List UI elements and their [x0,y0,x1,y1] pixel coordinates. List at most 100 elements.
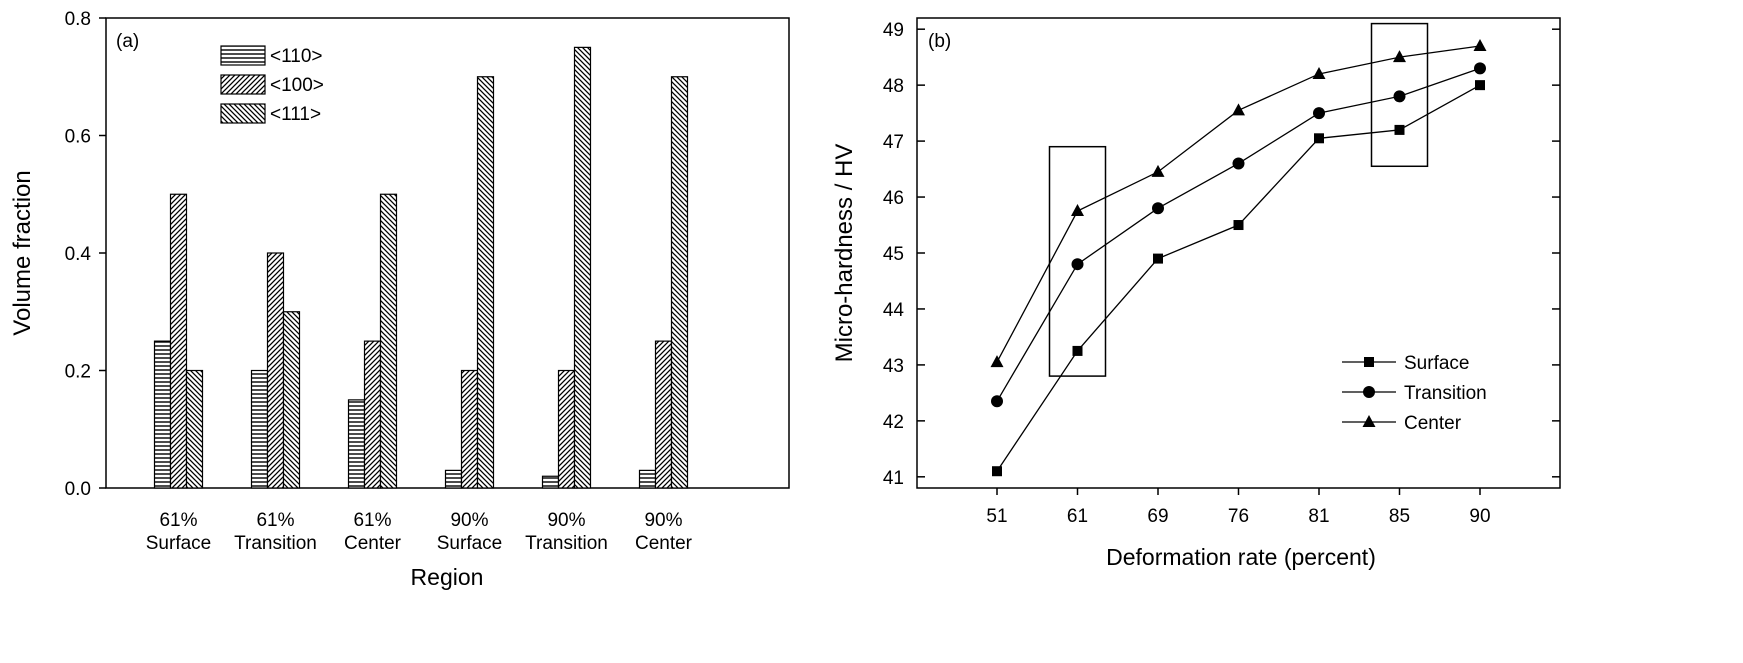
data-point [1151,164,1165,177]
data-point [1475,80,1485,91]
data-point [1393,90,1406,103]
x-tick-label: 81 [1308,506,1329,527]
panel-a-y-axis-title: Volume fraction [9,170,36,335]
data-point [1233,220,1244,231]
legend-label: Center [1404,413,1462,434]
data-point [1364,357,1374,367]
data-point [1363,386,1375,398]
x-tick-label: 61% [159,510,197,531]
y-tick-label: 46 [883,188,904,209]
bar [347,399,366,489]
panel-a-legend: <110> <100> <111> [220,45,324,125]
legend-label: <110> [270,46,322,67]
panel-b-x-axis: 51 61 69 76 81 85 90 [986,488,1491,527]
panel-a-bars [153,46,689,489]
data-point [1473,38,1487,51]
y-tick-label: 41 [883,468,904,489]
data-point [1152,202,1164,215]
x-tick-label: 61% [256,510,294,531]
y-tick-label: 0.4 [65,244,92,265]
x-tick-label: 85 [1389,506,1410,527]
bar [654,340,673,489]
bar [250,369,269,489]
bar [363,340,382,489]
bar [153,340,172,489]
data-point [1232,157,1245,170]
bar [282,311,301,489]
data-point [1313,107,1325,120]
legend-label: <111> [270,104,321,125]
highlight-box [1048,145,1107,377]
y-tick-label: 44 [883,300,905,321]
y-tick-label: 45 [883,244,904,265]
panel-a-y-axis: 0.0 0.2 0.4 0.6 0.8 [65,9,106,500]
panel-b-legend: Surface Transition Center [1342,353,1487,434]
data-point [992,466,1002,477]
y-tick-label: 49 [883,20,904,41]
highlight-box [1370,22,1429,168]
panel-a-x-axis-title: Region [411,564,484,590]
bar [557,369,576,489]
data-point [1072,345,1083,356]
legend-swatch [220,45,266,66]
bar [169,193,188,489]
y-tick-label: 48 [883,76,904,97]
bar [379,193,398,489]
panel-b-y-axis: 41 42 43 44 45 46 47 48 49 [883,20,1560,489]
x-tick-label: Surface [146,533,211,554]
y-tick-label: 43 [883,356,904,377]
series-line [996,67,1481,402]
legend-label: Transition [1404,383,1487,404]
panel-b-highlight-boxes [1048,22,1429,377]
panel-b-micro-hardness-chart: (b) 41 42 43 44 45 46 47 48 49 51 61 69 76 81 85 90 Su… [831,17,1561,570]
legend-label: <100> [270,75,324,96]
x-tick-label: Center [635,533,693,554]
x-tick-label: 90 [1469,506,1490,527]
bar [460,369,479,489]
y-tick-label: 0.2 [65,362,91,383]
data-point [1071,204,1084,217]
x-tick-label: Transition [234,533,317,554]
legend-label: Surface [1404,353,1469,374]
bar [266,252,285,489]
data-point [1394,124,1405,135]
y-tick-label: 0.6 [65,127,91,148]
y-tick-label: 47 [883,132,904,153]
x-tick-label: 69 [1147,506,1168,527]
panel-b-x-axis-title: Deformation rate (percent) [1106,544,1376,570]
panel-b-series [990,38,1487,477]
x-tick-label: Surface [437,533,502,554]
data-point [991,395,1003,408]
legend-swatch [220,103,266,124]
bar [670,76,689,489]
bar [444,469,463,489]
bar [476,76,495,489]
y-tick-label: 0.0 [65,479,91,500]
x-tick-label: 61% [353,510,391,531]
bar [541,475,560,489]
data-point [990,355,1004,368]
x-tick-label: 51 [986,506,1007,527]
x-tick-label: Transition [525,533,608,554]
x-tick-label: Center [344,533,402,554]
x-tick-label: 90% [450,510,488,531]
x-tick-label: 76 [1228,506,1249,527]
x-tick-label: 61 [1067,506,1088,527]
panel-a-label: (a) [116,31,139,52]
panel-a-x-axis: 61%Surface61%Transition61%Center90%Surfa… [146,510,693,554]
bar [185,369,204,489]
bar [573,46,592,489]
panel-b-plot-frame [916,17,1561,489]
data-point [1393,50,1406,63]
panel-a-volume-fraction-chart: (a) 0.00.20.40.60.8 61%Surface61%Transit… [9,9,790,590]
y-tick-label: 0.8 [65,9,91,30]
data-point [1474,62,1486,75]
data-point [1312,66,1326,79]
data-point [1362,415,1376,427]
y-tick-label: 42 [883,412,904,433]
data-point [1232,103,1245,116]
panel-b-label: (b) [928,31,951,52]
data-point [1153,253,1163,264]
x-tick-label: 90% [547,510,585,531]
